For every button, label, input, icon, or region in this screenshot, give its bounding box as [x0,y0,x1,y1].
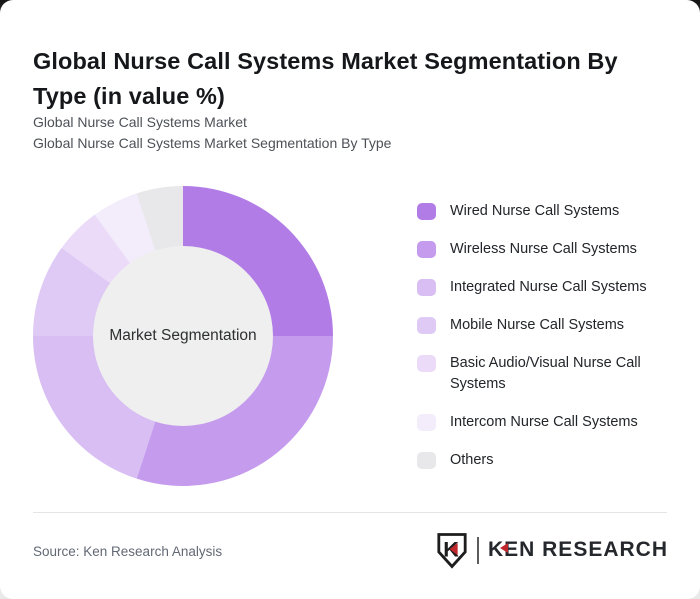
subtitle-line-2: Global Nurse Call Systems Market Segment… [33,135,392,151]
legend-label: Others [450,452,494,468]
legend-swatch-icon [417,452,436,469]
legend-swatch-icon [417,355,436,372]
donut-svg [33,186,333,486]
logo-wordmark: KEN RESEARCH [488,538,668,562]
legend-swatch-icon [417,279,436,296]
legend-swatch-icon [417,414,436,431]
subtitle-line-1: Global Nurse Call Systems Market [33,114,247,130]
legend-label: Wired Nurse Call Systems [450,203,620,219]
legend-item: Mobile Nurse Call Systems [417,315,667,336]
footer-divider [33,512,667,513]
subtitle-block: Global Nurse Call Systems Market Global … [33,112,663,154]
donut-center-circle [93,246,273,426]
legend-swatch-icon [417,317,436,334]
legend-item: Others [417,450,667,471]
logo-red-triangle [499,543,508,553]
legend-label: Intercom Nurse Call Systems [450,414,638,430]
logo-text: KEN RESEARCH [487,538,668,561]
legend-label: Basic Audio/Visual Nurse Call Systems [450,355,641,392]
legend-swatch-icon [417,203,436,220]
ken-research-shield-icon: K [437,532,467,569]
legend-item: Basic Audio/Visual Nurse Call Systems [417,353,667,395]
legend-label: Integrated Nurse Call Systems [450,279,647,295]
legend-swatch-icon [417,241,436,258]
legend-item: Wireless Nurse Call Systems [417,239,667,260]
legend-item: Intercom Nurse Call Systems [417,412,667,433]
legend-label: Mobile Nurse Call Systems [450,317,625,333]
legend: Wired Nurse Call Systems Wireless Nurse C… [417,201,667,471]
logo-divider-bar [476,536,479,564]
page-title: Global Nurse Call Systems Market Segment… [33,47,618,109]
source-text: Source: Ken Research Analysis [33,544,223,559]
donut-chart: Market Segmentation [32,185,334,487]
legend-label: Wireless Nurse Call Systems [450,241,637,257]
shield-red-triangle [449,542,458,555]
ken-research-logo: K KEN RESEARCH [436,531,668,569]
legend-item: Integrated Nurse Call Systems [417,277,667,298]
legend-item: Wired Nurse Call Systems [417,201,667,222]
